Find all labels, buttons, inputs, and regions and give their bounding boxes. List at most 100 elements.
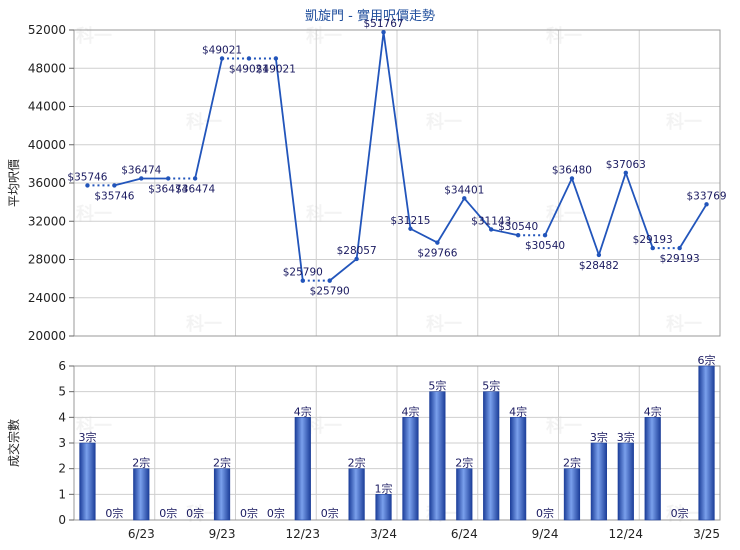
volume-bar-label: 0宗 [321,506,339,520]
x-tick-label: 12/23 [285,527,320,541]
volume-bar [79,442,96,521]
price-point-label: $36480 [552,164,592,176]
watermark-layer: 科一科一科一科一科一科一科一科一科一科一科一科一科一科一科一科一科一科一 [76,25,702,525]
price-line-segment [355,32,385,260]
price-line-segment [436,197,466,244]
volume-bar-label: 2宗 [455,456,473,470]
volume-bar-label: 3宗 [617,430,635,444]
watermark-text: 科一 [426,313,462,335]
price-point [85,183,90,188]
price-line-segment [491,228,519,237]
price-y-tick-label: 32000 [28,214,66,228]
volume-bars: 3宗 0宗 2宗 0宗 0宗 2宗 0宗 0宗 4宗 0宗 2宗 1宗 4宗 5宗 2宗 5宗 4宗 0宗 2宗 3宗… [78,353,716,521]
price-point [139,176,144,181]
price-y-axis-label: 平均呎價 [7,159,21,207]
chart-title: 凱旋門 - 實用呎價走勢 [305,8,435,24]
price-point-label: $37063 [606,159,646,171]
price-point-label: $28482 [579,260,619,272]
volume-bar-label: 5宗 [482,379,500,393]
price-point-label: $29766 [417,248,457,260]
volume-bar-label: 0宗 [671,506,689,520]
price-point-label: $33769 [686,190,726,202]
price-point-label: $36474 [148,183,188,195]
volume-bar [617,442,634,521]
volume-bar [456,468,473,521]
volume-bar [429,391,446,521]
x-tick-label: 12/24 [608,527,643,541]
watermark-text: 科一 [306,203,342,225]
volume-bar-label: 4宗 [294,404,312,418]
price-point-label: $51767 [363,18,403,30]
volume-bar [213,468,231,521]
price-point [704,202,709,207]
watermark-text: 科一 [76,203,112,225]
price-line-segment [329,258,358,282]
price-point-label: $30540 [498,221,538,233]
x-tick-label: 3/25 [693,527,720,541]
x-tick-label: 9/24 [532,527,559,541]
volume-bar [644,417,661,521]
price-point [166,176,171,181]
price-point [273,56,279,61]
price-line-segment [624,172,654,249]
volume-bar-label: 2宗 [213,456,231,470]
price-line-segment [410,227,438,244]
price-y-tick-label: 40000 [28,138,66,152]
price-line-segment [382,32,412,229]
volume-bar [348,468,365,521]
price-y-ticks: 20000 24000 28000 32000 36000 40000 44000 48000… [28,23,74,343]
price-point-label: $35746 [94,190,134,202]
volume-y-tick-label: 2 [58,462,66,476]
volume-bar [698,365,715,521]
volume-bar-label: 4宗 [509,404,527,418]
volume-bar [510,417,527,521]
price-point-label: $30540 [525,240,565,252]
volume-bar [483,391,500,521]
watermark-text: 科一 [546,25,582,47]
price-point-label: $35746 [67,171,107,183]
price-point [569,176,575,181]
price-point [381,30,386,35]
price-line-segment [598,172,627,256]
volume-y-tick-label: 0 [58,513,66,527]
volume-bar-label: 6宗 [698,353,716,367]
price-y-tick-label: 20000 [28,329,66,343]
x-tick-label: 6/24 [451,527,478,541]
volume-y-tick-label: 3 [58,436,66,450]
volume-bar-label: 0宗 [240,506,258,520]
volume-y-tick-label: 1 [58,487,66,501]
price-line-segment [114,177,142,187]
volume-y-ticks: 0 1 2 3 4 5 6 [58,359,74,527]
price-point [650,245,655,251]
price-line-segment [544,178,573,236]
price-point-label: $25790 [310,286,350,298]
volume-bar-label: 2宗 [563,456,581,470]
price-points: $35746$35746$36474$36474$36474$49021$490… [67,18,726,297]
watermark-text: 科一 [546,415,582,437]
x-tick-label: 6/23 [128,527,155,541]
price-y-tick-label: 44000 [28,100,66,114]
watermark-text: 科一 [186,313,222,335]
volume-bar-label: 4宗 [401,404,419,418]
watermark-text: 科一 [306,25,342,47]
price-point [542,233,548,238]
price-point [462,196,467,201]
volume-bar-label: 4宗 [644,404,662,418]
price-line-segment [274,58,304,281]
volume-bar-label: 2宗 [132,456,150,470]
price-point-label: $29193 [633,234,673,246]
price-point [489,227,494,232]
volume-bar-label: 0宗 [105,506,123,520]
volume-bar [375,494,392,521]
volume-y-tick-label: 4 [58,410,66,424]
price-y-tick-label: 36000 [28,176,66,190]
volume-bar-label: 0宗 [186,506,204,520]
volume-bar [133,468,150,521]
price-y-tick-label: 52000 [28,23,66,37]
watermark-text: 科一 [76,25,112,47]
price-y-tick-label: 28000 [28,253,66,267]
price-line-segment [678,203,708,249]
volume-bar-label: 0宗 [536,506,554,520]
price-point [408,226,413,231]
watermark-text: 科一 [306,415,342,437]
